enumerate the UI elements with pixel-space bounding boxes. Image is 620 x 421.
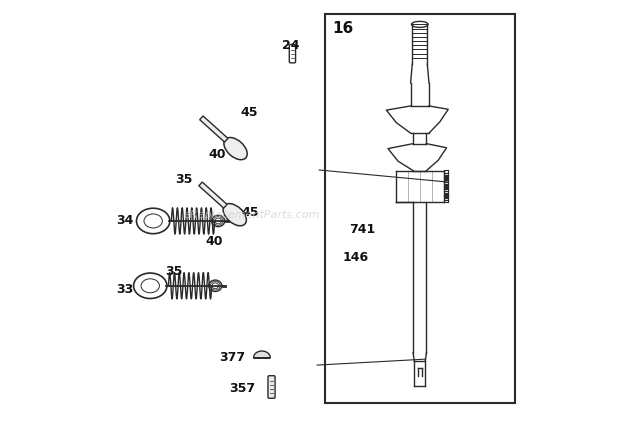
- Polygon shape: [199, 182, 227, 208]
- Bar: [325, 14, 515, 403]
- FancyBboxPatch shape: [268, 376, 275, 398]
- Text: 40: 40: [208, 147, 226, 160]
- Text: 33: 33: [117, 283, 134, 296]
- Polygon shape: [254, 351, 270, 358]
- Text: 16: 16: [332, 21, 353, 37]
- Text: 45: 45: [241, 106, 258, 119]
- Text: 377: 377: [219, 351, 246, 364]
- Text: 34: 34: [117, 214, 134, 227]
- Text: 24: 24: [283, 39, 300, 52]
- Text: 45: 45: [242, 206, 259, 219]
- Text: 357: 357: [229, 382, 255, 395]
- Polygon shape: [200, 116, 228, 142]
- Text: 40: 40: [206, 235, 223, 248]
- Text: 35: 35: [175, 173, 192, 186]
- Text: 35: 35: [166, 265, 183, 277]
- Ellipse shape: [224, 138, 247, 160]
- Text: eReplacementParts.com: eReplacementParts.com: [184, 210, 320, 220]
- Text: 741: 741: [348, 223, 375, 236]
- Ellipse shape: [223, 204, 246, 226]
- Text: 146: 146: [342, 251, 368, 264]
